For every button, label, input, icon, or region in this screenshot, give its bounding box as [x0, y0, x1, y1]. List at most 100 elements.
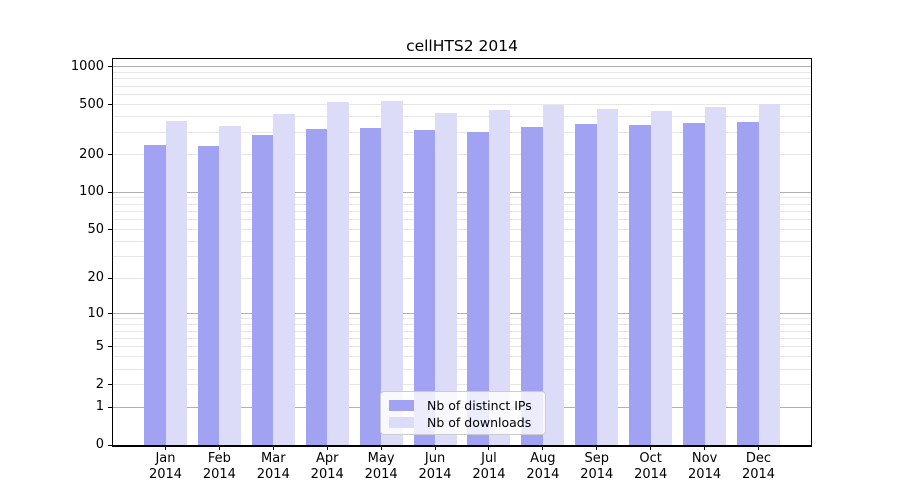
- x-tick-year: 2014: [256, 467, 290, 482]
- bar-nb-of-downloads-may: [381, 100, 403, 445]
- y-tick-label: 500: [79, 96, 104, 112]
- legend-swatch-nb-of-downloads: [389, 417, 414, 428]
- y-tick-label: 100: [79, 184, 104, 200]
- y-tick-label: 10: [87, 305, 104, 321]
- minor-gridline: [113, 116, 811, 118]
- x-axis-tick: [650, 446, 652, 450]
- x-axis-tick: [758, 446, 759, 450]
- x-tick-label: May 2014: [351, 451, 411, 483]
- y-axis-tick: [108, 444, 113, 446]
- x-axis-tick: [596, 446, 598, 450]
- bar-nb-of-downloads-jun: [435, 112, 457, 445]
- plot-area: [113, 59, 811, 445]
- x-tick-year: 2014: [418, 467, 452, 482]
- x-tick-label: Mar 2014: [243, 451, 303, 483]
- minor-gridline: [113, 337, 811, 339]
- y-tick-label: 0: [95, 437, 104, 452]
- minor-gridline: [113, 219, 811, 221]
- x-tick-month: Jul: [481, 451, 497, 466]
- bar-nb-of-downloads-oct: [650, 110, 673, 445]
- minor-gridline: [113, 71, 811, 73]
- bar-nb-of-downloads-jul: [488, 109, 511, 445]
- bar-nb-of-distinct-ips-nov: [683, 123, 705, 445]
- legend-swatch-nb-of-distinct-ips: [389, 400, 414, 411]
- minor-gridline: [113, 94, 811, 96]
- x-tick-year: 2014: [526, 467, 560, 482]
- x-tick-label: Apr 2014: [297, 451, 357, 483]
- legend: Nb of distinct IPs Nb of downloads: [380, 391, 546, 435]
- x-tick-year: 2014: [148, 467, 183, 482]
- x-axis-tick: [326, 446, 328, 450]
- x-tick-month: Sep: [584, 451, 610, 466]
- bar-nb-of-downloads-mar: [273, 114, 295, 445]
- bar-nb-of-downloads-nov: [704, 107, 727, 445]
- y-axis-tick: [108, 277, 113, 279]
- x-axis-tick: [704, 446, 706, 450]
- bar-nb-of-downloads-apr: [327, 101, 349, 445]
- x-tick-month: May: [367, 451, 395, 466]
- minor-gridline: [113, 256, 811, 258]
- y-tick-label: 1: [95, 399, 104, 415]
- x-axis-tick: [434, 446, 436, 450]
- y-tick-label: 2: [95, 376, 104, 392]
- x-axis-tick: [165, 446, 166, 450]
- major-gridline: [113, 191, 811, 193]
- major-gridline: [113, 313, 811, 315]
- minor-gridline: [113, 324, 811, 326]
- y-axis-tick: [108, 346, 113, 348]
- x-tick-year: 2014: [634, 467, 668, 482]
- minor-gridline: [113, 356, 811, 358]
- x-axis-tick: [380, 446, 382, 450]
- bar-nb-of-distinct-ips-dec: [737, 121, 759, 445]
- minor-gridline: [113, 85, 811, 87]
- x-tick-month: Jun: [424, 451, 446, 466]
- x-tick-month: Nov: [691, 451, 718, 466]
- x-tick-month: Dec: [745, 451, 772, 466]
- minor-gridline: [113, 131, 811, 133]
- minor-gridline: [113, 318, 811, 320]
- x-tick-label: Nov 2014: [675, 451, 735, 483]
- bar-nb-of-distinct-ips-apr: [305, 128, 328, 445]
- x-axis-tick: [542, 446, 544, 450]
- x-tick-year: 2014: [310, 467, 344, 482]
- x-tick-month: Apr: [315, 451, 339, 466]
- y-tick-label: 1000: [70, 58, 104, 74]
- x-axis-tick: [218, 446, 220, 450]
- legend-label-nb-of-downloads: Nb of downloads: [427, 415, 532, 430]
- legend-label-nb-of-distinct-ips: Nb of distinct IPs: [427, 398, 532, 413]
- bar-nb-of-downloads-jan: [165, 121, 187, 445]
- x-tick-month: Oct: [639, 451, 662, 466]
- y-axis-tick: [108, 406, 113, 408]
- bar-nb-of-downloads-aug: [542, 104, 565, 445]
- major-gridline: [113, 384, 811, 386]
- x-tick-month: Feb: [207, 451, 231, 466]
- major-gridline: [113, 66, 811, 68]
- minor-gridline: [113, 203, 811, 205]
- y-axis-tick: [108, 191, 113, 193]
- x-tick-label: Jan 2014: [136, 451, 196, 483]
- major-gridline: [113, 277, 811, 279]
- legend-row-nb-of-downloads: Nb of downloads: [389, 414, 537, 431]
- y-axis-tick: [108, 313, 113, 315]
- major-gridline: [113, 154, 811, 156]
- x-tick-year: 2014: [580, 467, 614, 482]
- y-axis-tick: [108, 154, 113, 156]
- y-axis-tick: [108, 104, 113, 106]
- x-tick-month: Aug: [530, 451, 556, 466]
- minor-gridline: [113, 197, 811, 199]
- x-tick-label: Oct 2014: [621, 451, 681, 483]
- minor-gridline: [113, 241, 811, 243]
- x-tick-year: 2014: [688, 467, 722, 482]
- y-tick-label: 20: [87, 270, 104, 286]
- major-gridline: [113, 346, 811, 348]
- minor-gridline: [113, 78, 811, 80]
- bar-nb-of-distinct-ips-sep: [575, 124, 597, 445]
- x-tick-label: Aug 2014: [513, 451, 573, 483]
- y-tick-label: 50: [87, 221, 104, 237]
- bar-nb-of-downloads-feb: [219, 126, 241, 445]
- bar-nb-of-distinct-ips-oct: [629, 125, 651, 445]
- x-tick-label: Jun 2014: [405, 451, 465, 483]
- y-axis-tick: [108, 229, 113, 231]
- major-gridline: [113, 104, 811, 106]
- x-tick-label: Sep 2014: [567, 451, 627, 483]
